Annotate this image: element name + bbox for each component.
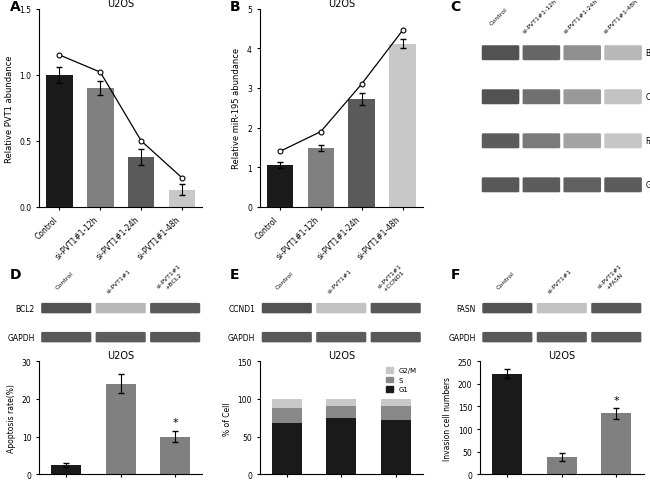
- Bar: [601, 413, 631, 474]
- Text: D: D: [10, 268, 21, 282]
- FancyBboxPatch shape: [316, 303, 367, 314]
- Y-axis label: Invasion cell numbers: Invasion cell numbers: [443, 376, 452, 460]
- Text: E: E: [230, 268, 240, 282]
- FancyBboxPatch shape: [262, 303, 312, 314]
- Text: Control: Control: [489, 7, 509, 27]
- FancyBboxPatch shape: [482, 90, 519, 105]
- Bar: [169, 190, 195, 208]
- Bar: [51, 465, 81, 474]
- FancyBboxPatch shape: [482, 46, 519, 61]
- Bar: [160, 437, 190, 474]
- Text: si-PVT1#1: si-PVT1#1: [106, 268, 132, 294]
- Bar: [266, 166, 293, 208]
- FancyBboxPatch shape: [262, 332, 312, 343]
- FancyBboxPatch shape: [150, 332, 200, 343]
- Text: *: *: [172, 417, 178, 427]
- Text: F: F: [450, 268, 460, 282]
- FancyBboxPatch shape: [523, 178, 560, 193]
- Text: si-PVT1#1
+CCND1: si-PVT1#1 +CCND1: [377, 263, 407, 294]
- Bar: [381, 407, 411, 420]
- Title: U2OS: U2OS: [328, 0, 355, 9]
- Text: GAPDH: GAPDH: [645, 181, 650, 190]
- Bar: [272, 408, 302, 423]
- Title: U2OS: U2OS: [328, 350, 355, 361]
- Text: GAPDH: GAPDH: [228, 333, 255, 342]
- FancyBboxPatch shape: [316, 332, 367, 343]
- Text: BCL2: BCL2: [16, 304, 34, 313]
- FancyBboxPatch shape: [482, 332, 532, 343]
- Bar: [326, 407, 356, 418]
- Text: B: B: [230, 0, 240, 14]
- FancyBboxPatch shape: [604, 46, 642, 61]
- FancyBboxPatch shape: [604, 178, 642, 193]
- Text: si-PVT1#1: si-PVT1#1: [547, 268, 573, 294]
- FancyBboxPatch shape: [523, 46, 560, 61]
- Bar: [326, 418, 356, 474]
- Bar: [46, 76, 73, 208]
- Text: CCND1: CCND1: [228, 304, 255, 313]
- Y-axis label: Apoptosis rate(%): Apoptosis rate(%): [7, 383, 16, 452]
- Text: CCND1: CCND1: [645, 93, 650, 102]
- Text: FASN: FASN: [456, 304, 476, 313]
- Text: *: *: [614, 395, 619, 406]
- Title: U2OS: U2OS: [107, 0, 135, 9]
- Text: Control: Control: [496, 271, 515, 290]
- Bar: [326, 399, 356, 407]
- FancyBboxPatch shape: [482, 134, 519, 149]
- Bar: [106, 384, 136, 474]
- Text: GAPDH: GAPDH: [448, 333, 476, 342]
- FancyBboxPatch shape: [564, 178, 601, 193]
- FancyBboxPatch shape: [604, 90, 642, 105]
- Bar: [348, 100, 375, 208]
- Text: BCL2: BCL2: [645, 49, 650, 58]
- Bar: [381, 399, 411, 407]
- Bar: [389, 45, 416, 208]
- FancyBboxPatch shape: [370, 332, 421, 343]
- FancyBboxPatch shape: [41, 303, 91, 314]
- FancyBboxPatch shape: [482, 303, 532, 314]
- Title: U2OS: U2OS: [548, 350, 575, 361]
- Bar: [493, 374, 523, 474]
- Text: C: C: [450, 0, 461, 14]
- Bar: [547, 457, 577, 474]
- FancyBboxPatch shape: [96, 332, 146, 343]
- FancyBboxPatch shape: [96, 303, 146, 314]
- Text: Control: Control: [55, 271, 74, 290]
- Text: Control: Control: [275, 271, 295, 290]
- FancyBboxPatch shape: [592, 332, 642, 343]
- Title: U2OS: U2OS: [107, 350, 135, 361]
- FancyBboxPatch shape: [370, 303, 421, 314]
- FancyBboxPatch shape: [564, 46, 601, 61]
- FancyBboxPatch shape: [564, 90, 601, 105]
- FancyBboxPatch shape: [523, 134, 560, 149]
- FancyBboxPatch shape: [482, 178, 519, 193]
- Text: si-PVT1#1-12h: si-PVT1#1-12h: [521, 0, 558, 35]
- Text: si-PVT1#1
+BCL2: si-PVT1#1 +BCL2: [156, 263, 187, 294]
- Bar: [87, 89, 114, 208]
- Bar: [272, 399, 302, 408]
- FancyBboxPatch shape: [592, 303, 642, 314]
- FancyBboxPatch shape: [604, 134, 642, 149]
- Text: si-PVT1#1
+FASN: si-PVT1#1 +FASN: [597, 263, 628, 294]
- Bar: [381, 420, 411, 474]
- FancyBboxPatch shape: [150, 303, 200, 314]
- FancyBboxPatch shape: [523, 90, 560, 105]
- Bar: [128, 157, 155, 208]
- FancyBboxPatch shape: [537, 303, 587, 314]
- Y-axis label: Relative PVT1 abundance: Relative PVT1 abundance: [5, 55, 14, 162]
- Text: si-PVT1#1-48h: si-PVT1#1-48h: [603, 0, 640, 35]
- FancyBboxPatch shape: [537, 332, 587, 343]
- FancyBboxPatch shape: [41, 332, 91, 343]
- Y-axis label: Relative miR-195 abundance: Relative miR-195 abundance: [233, 48, 242, 169]
- Y-axis label: % of Cell: % of Cell: [223, 401, 232, 435]
- FancyBboxPatch shape: [564, 134, 601, 149]
- Legend: G2/M, S, G1: G2/M, S, G1: [384, 365, 419, 395]
- Text: si-PVT1#1: si-PVT1#1: [326, 268, 352, 294]
- Bar: [307, 149, 334, 208]
- Text: si-PVT1#1-24h: si-PVT1#1-24h: [562, 0, 599, 35]
- Text: A: A: [10, 0, 20, 14]
- Bar: [272, 423, 302, 474]
- Text: FASN: FASN: [645, 137, 650, 146]
- Text: GAPDH: GAPDH: [7, 333, 34, 342]
